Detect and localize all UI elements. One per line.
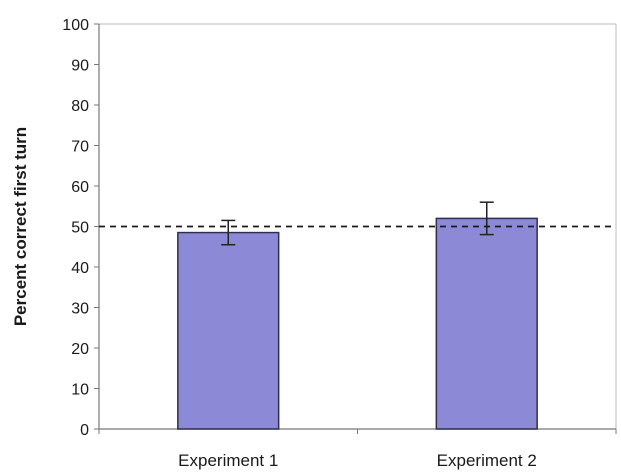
y-tick-label: 80	[71, 98, 89, 115]
x-axis: Experiment 1 Experiment 2	[98, 428, 617, 470]
y-tick-label: 30	[71, 301, 89, 318]
y-tick-label: 10	[71, 382, 89, 399]
bar	[177, 231, 280, 430]
y-tick-label: 70	[71, 139, 89, 156]
y-tick-label: 90	[71, 58, 89, 75]
y-tick-label: 50	[71, 220, 89, 237]
y-tick-label: 20	[71, 341, 89, 358]
y-tick-label: 40	[71, 260, 89, 277]
error-bars	[221, 201, 494, 246]
y-tick-label: 0	[80, 422, 89, 439]
y-axis-title: Percent correct first turn	[11, 127, 30, 326]
bar	[435, 217, 538, 430]
y-tick-label: 60	[71, 179, 89, 196]
y-axis: 0 10 20 30 40 50 60 70 80 90 100	[62, 17, 100, 439]
x-tick-label: Experiment 1	[178, 451, 278, 470]
plot-area	[99, 23, 617, 429]
y-tick-label: 100	[62, 17, 89, 34]
bars	[177, 217, 538, 430]
x-tick-label: Experiment 2	[437, 451, 537, 470]
